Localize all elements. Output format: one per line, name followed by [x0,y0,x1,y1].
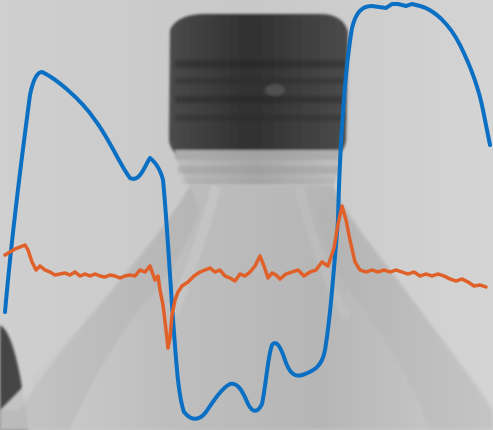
bottle-highlight-2 [295,185,350,320]
bottle-cap [169,14,348,160]
orange-overlay-line [3,204,488,350]
blue-overlay-line [3,2,492,421]
neck-rings [175,150,340,184]
cap-ridges [175,60,345,121]
cap-highlight [265,84,285,96]
bottle-right-shade [318,185,493,430]
bottle-left-shade [0,185,200,430]
bottle-highlight-1 [170,185,220,315]
